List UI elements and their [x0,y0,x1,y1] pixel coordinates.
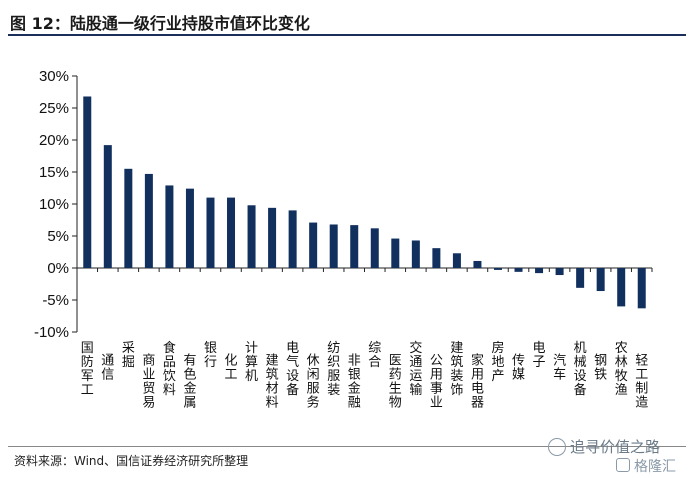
x-tick-label: 银行 [204,341,217,370]
figure-title-bar: 图 12：陆股通一级行业持股市值环比变化 [8,6,686,36]
bar [268,207,277,268]
bar [473,260,482,268]
bar [514,268,523,272]
bar [144,173,153,268]
bar [165,185,174,268]
bar [370,228,379,268]
bar [288,210,297,268]
watermark: 追寻价值之路 格隆汇 [548,436,690,478]
bar [617,268,626,307]
x-tick-label: 休闲服务 [307,354,320,411]
wechat-icon [548,438,566,456]
x-tick-label: 电气设备 [286,341,299,398]
footer-divider [8,446,686,447]
x-tick-label: 电子 [533,341,546,370]
bar [535,268,544,274]
y-tick-label: 10% [39,196,69,213]
x-tick-label: 轻工制造 [635,354,648,411]
x-tick-label: 非银金融 [348,354,361,411]
y-tick-label: 15% [39,164,69,181]
x-tick-label: 房地产 [491,340,504,384]
x-tick-label: 钢铁 [594,354,607,383]
bar [576,268,585,288]
x-tick-label: 家用电器 [471,353,484,411]
x-tick-label: 医药生物 [389,354,402,411]
x-tick-label: 商业贸易 [142,354,155,411]
bar [185,188,194,268]
x-tick-label: 有色金属 [183,354,196,411]
x-tick-label: 通信 [101,354,114,383]
bar [247,205,256,268]
y-tick-label: 30% [39,68,69,85]
y-tick-label: 0% [47,260,69,277]
source-note: 资料来源：Wind、国信证券经济研究所整理 [14,454,249,468]
x-tick-label: 建筑装饰 [450,341,463,398]
y-tick-label: 25% [39,100,69,117]
bar [350,225,359,268]
y-tick-label: 20% [39,132,69,149]
bar [432,248,441,268]
x-tick-label: 综合 [368,341,381,370]
bar [83,96,92,268]
x-tick-label: 机械设备 [574,341,587,398]
bar [637,268,646,309]
x-tick-label: 食品饮料 [163,340,176,398]
bar [329,224,338,268]
x-tick-label: 计算机 [245,341,258,384]
bar [596,268,605,292]
x-tick-label: 纺织服装 [327,341,340,398]
x-tick-label: 公用事业 [430,354,443,411]
x-tick-label: 传媒 [512,354,525,383]
bar [555,268,564,276]
brand-logo-icon [616,458,630,472]
bar [411,240,420,268]
x-tick-label: 汽车 [553,354,566,383]
x-tick-label: 采掘 [122,341,135,370]
bar [124,168,133,268]
x-tick-label: 建筑材料 [266,354,279,411]
x-tick-label: 交通运输 [409,340,422,398]
bar [309,222,318,268]
watermark-brand: 格隆汇 [634,459,676,475]
bar [206,197,215,268]
y-tick-label: 5% [47,228,69,245]
bar [227,197,236,268]
bar [493,268,502,270]
x-tick-label: 农林牧渔 [615,341,628,398]
bar [391,238,400,268]
y-tick-label: -5% [42,292,69,309]
figure-title: 图 12：陆股通一级行业持股市值环比变化 [10,14,310,33]
y-tick-label: -10% [34,324,69,341]
chart-area: -10% -5% 0% 5% 10% 15% 20% 25% 30% 国防军工 通信 采掘 商业贸易 食品… [0,36,690,446]
x-tick-label: 国防军工 [81,341,94,398]
x-tick-label: 化工 [225,354,238,383]
watermark-name: 追寻价值之路 [570,438,661,456]
bar [452,253,461,268]
bar [103,145,112,268]
